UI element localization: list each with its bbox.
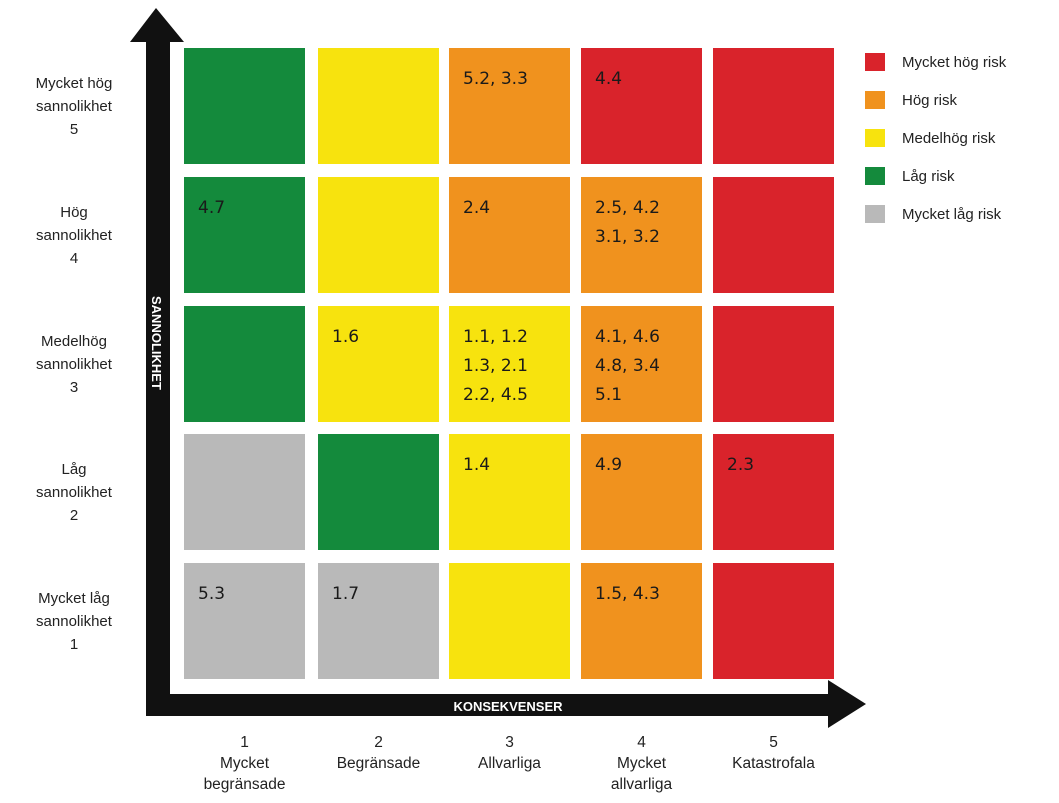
likelihood-label: 3 bbox=[70, 379, 78, 396]
consequence-label: Katastrofala bbox=[732, 755, 815, 772]
consequence-label: allvarliga bbox=[611, 776, 673, 793]
consequence-label: Allvarliga bbox=[478, 755, 541, 772]
cell-item-label: 2.2, 4.5 bbox=[463, 385, 528, 405]
likelihood-label: Medelhög bbox=[41, 333, 107, 350]
consequence-label: 2 bbox=[374, 734, 383, 751]
cell-item-label: 2.4 bbox=[463, 198, 490, 218]
consequence-label: 3 bbox=[505, 734, 514, 751]
consequence-labels: 1 Mycket begränsade 2 Begränsade 3 Allvarliga 4… bbox=[204, 734, 816, 793]
cell-item-label: 2.5, 4.2 bbox=[595, 198, 660, 218]
consequence-label: 4 bbox=[637, 734, 646, 751]
risk-cell bbox=[184, 306, 305, 422]
risk-cell bbox=[184, 434, 305, 550]
risk-cell bbox=[581, 563, 702, 679]
cell-item-label: 5.1 bbox=[595, 385, 622, 405]
legend-label: Medelhög risk bbox=[902, 130, 996, 147]
cell-item-label: 1.1, 1.2 bbox=[463, 327, 528, 347]
risk-cell bbox=[713, 48, 834, 164]
x-axis-title: KONSEKVENSER bbox=[453, 699, 563, 714]
matrix-cells: 5.2, 3.3 4.4 4.7 2.4 2.5, 4.2 3.1, 3.2 1.6 1.1,… bbox=[184, 48, 834, 679]
consequence-label: Mycket bbox=[220, 755, 270, 772]
risk-cell bbox=[581, 48, 702, 164]
legend-swatch bbox=[865, 91, 885, 109]
likelihood-label: sannolikhet bbox=[36, 98, 113, 115]
risk-cell bbox=[449, 563, 570, 679]
x-axis-arrow bbox=[146, 680, 866, 728]
risk-cell bbox=[713, 563, 834, 679]
cell-item-label: 4.7 bbox=[198, 198, 225, 218]
risk-cell bbox=[581, 434, 702, 550]
risk-cell bbox=[581, 177, 702, 293]
cell-item-label: 5.2, 3.3 bbox=[463, 69, 528, 89]
cell-item-label: 2.3 bbox=[727, 455, 754, 475]
likelihood-labels: Mycket hög sannolikhet 5 Hög sannolikhet 4 Med… bbox=[36, 75, 113, 653]
likelihood-label: sannolikhet bbox=[36, 613, 113, 630]
cell-item-label: 4.8, 3.4 bbox=[595, 356, 660, 376]
risk-cell bbox=[713, 434, 834, 550]
cell-item-label: 1.7 bbox=[332, 584, 359, 604]
cell-item-label: 4.1, 4.6 bbox=[595, 327, 660, 347]
legend-swatch bbox=[865, 129, 885, 147]
risk-cell bbox=[449, 306, 570, 422]
legend-swatch bbox=[865, 205, 885, 223]
likelihood-label: Mycket låg bbox=[38, 590, 110, 607]
consequence-label: 5 bbox=[769, 734, 778, 751]
risk-cell bbox=[713, 306, 834, 422]
legend-label: Låg risk bbox=[902, 168, 955, 185]
likelihood-label: Hög bbox=[60, 204, 88, 221]
cell-item-label: 1.4 bbox=[463, 455, 490, 475]
cell-item-label: 5.3 bbox=[198, 584, 225, 604]
cell-item-label: 1.6 bbox=[332, 327, 359, 347]
likelihood-label: sannolikhet bbox=[36, 356, 113, 373]
likelihood-label: 4 bbox=[70, 250, 78, 267]
legend-label: Hög risk bbox=[902, 92, 958, 109]
likelihood-label: 5 bbox=[70, 121, 78, 138]
likelihood-label: Låg bbox=[61, 461, 86, 478]
risk-cell bbox=[184, 48, 305, 164]
legend: Mycket hög risk Hög risk Medelhög risk Låg … bbox=[865, 53, 1007, 223]
consequence-label: 1 bbox=[240, 734, 249, 751]
risk-cell bbox=[581, 306, 702, 422]
risk-cell bbox=[449, 48, 570, 164]
y-axis-arrow bbox=[130, 8, 184, 716]
legend-label: Mycket hög risk bbox=[902, 54, 1007, 71]
risk-cell bbox=[318, 177, 439, 293]
legend-label: Mycket låg risk bbox=[902, 206, 1002, 223]
legend-swatch bbox=[865, 167, 885, 185]
risk-cell bbox=[318, 48, 439, 164]
risk-cell bbox=[449, 177, 570, 293]
risk-cell bbox=[184, 563, 305, 679]
cell-item-label: 1.3, 2.1 bbox=[463, 356, 528, 376]
y-axis-title: SANNOLIKHET bbox=[149, 296, 164, 390]
risk-cell bbox=[713, 177, 834, 293]
legend-swatch bbox=[865, 53, 885, 71]
likelihood-label: 1 bbox=[70, 636, 78, 653]
likelihood-label: sannolikhet bbox=[36, 227, 113, 244]
risk-cell bbox=[184, 177, 305, 293]
risk-cell bbox=[318, 434, 439, 550]
cell-item-label: 4.9 bbox=[595, 455, 622, 475]
likelihood-label: sannolikhet bbox=[36, 484, 113, 501]
risk-cell bbox=[318, 306, 439, 422]
cell-item-label: 4.4 bbox=[595, 69, 622, 89]
likelihood-label: Mycket hög bbox=[36, 75, 113, 92]
consequence-label: begränsade bbox=[204, 776, 286, 793]
risk-cell bbox=[318, 563, 439, 679]
likelihood-label: 2 bbox=[70, 507, 78, 524]
cell-item-label: 1.5, 4.3 bbox=[595, 584, 660, 604]
consequence-label: Begränsade bbox=[337, 755, 421, 772]
cell-item-label: 3.1, 3.2 bbox=[595, 227, 660, 247]
risk-cell bbox=[449, 434, 570, 550]
consequence-label: Mycket bbox=[617, 755, 667, 772]
